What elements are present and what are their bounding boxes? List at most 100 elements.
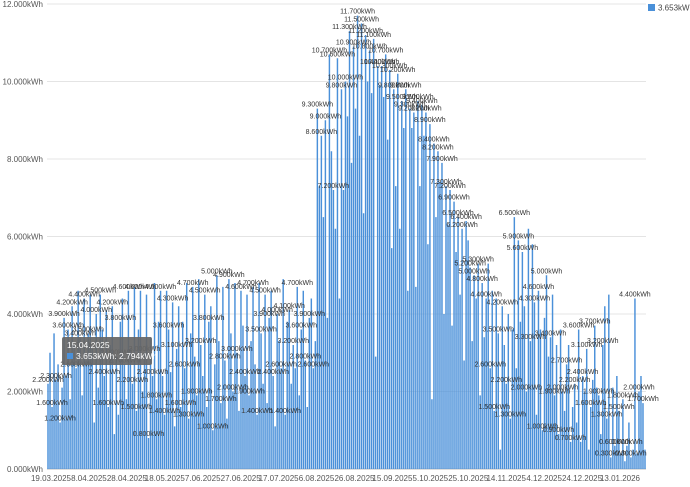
bar[interactable]: [622, 399, 624, 469]
bar[interactable]: [151, 376, 154, 469]
bar[interactable]: [133, 286, 136, 469]
bar[interactable]: [153, 283, 156, 469]
bar[interactable]: [113, 434, 116, 469]
bar[interactable]: [469, 267, 471, 470]
bar[interactable]: [610, 457, 612, 469]
bar[interactable]: [67, 329, 69, 470]
bar[interactable]: [228, 279, 230, 469]
bar[interactable]: [602, 345, 604, 469]
bar[interactable]: [139, 290, 142, 469]
bar[interactable]: [463, 360, 465, 470]
bar[interactable]: [362, 213, 365, 469]
bar[interactable]: [356, 15, 359, 469]
bar[interactable]: [230, 333, 232, 469]
bar[interactable]: [129, 348, 132, 469]
bar[interactable]: [175, 348, 178, 469]
bar[interactable]: [69, 399, 71, 469]
bar[interactable]: [551, 294, 554, 469]
bar[interactable]: [358, 135, 361, 469]
bar[interactable]: [521, 252, 524, 469]
bar[interactable]: [401, 100, 403, 469]
bar[interactable]: [248, 395, 250, 469]
bar[interactable]: [192, 286, 194, 469]
bar[interactable]: [471, 341, 473, 469]
bar[interactable]: [137, 329, 140, 470]
bar[interactable]: [145, 294, 148, 469]
bar[interactable]: [491, 290, 493, 469]
bar[interactable]: [240, 290, 242, 469]
bar[interactable]: [600, 434, 602, 469]
bar[interactable]: [244, 376, 246, 469]
bar[interactable]: [429, 124, 431, 469]
bar[interactable]: [55, 379, 57, 469]
bar[interactable]: [320, 135, 323, 469]
bar[interactable]: [477, 263, 479, 469]
bar[interactable]: [612, 387, 614, 469]
bar[interactable]: [318, 186, 321, 469]
bar[interactable]: [127, 290, 130, 469]
bar[interactable]: [57, 364, 59, 469]
bar[interactable]: [274, 426, 276, 469]
bar[interactable]: [270, 290, 272, 469]
bar[interactable]: [342, 190, 345, 469]
bar[interactable]: [208, 321, 210, 469]
bar[interactable]: [616, 376, 618, 469]
bar[interactable]: [340, 89, 343, 469]
bar[interactable]: [105, 310, 108, 469]
bar[interactable]: [543, 317, 546, 469]
bar[interactable]: [179, 407, 182, 469]
bar[interactable]: [455, 252, 457, 469]
bar[interactable]: [286, 321, 288, 469]
bar[interactable]: [304, 360, 307, 470]
bar[interactable]: [73, 345, 75, 469]
bar[interactable]: [121, 298, 124, 470]
bar[interactable]: [200, 345, 202, 469]
bar[interactable]: [555, 345, 558, 469]
bar[interactable]: [497, 333, 499, 469]
bar[interactable]: [157, 321, 160, 469]
bar[interactable]: [531, 244, 534, 469]
bar[interactable]: [443, 314, 445, 469]
bar[interactable]: [189, 333, 192, 469]
bar[interactable]: [218, 341, 220, 469]
bar[interactable]: [324, 120, 327, 469]
bar[interactable]: [71, 306, 73, 469]
bar[interactable]: [308, 317, 311, 469]
bar[interactable]: [598, 395, 600, 469]
bar[interactable]: [380, 66, 383, 469]
bar[interactable]: [415, 286, 417, 469]
legend[interactable]: 3.653kWh: [648, 4, 690, 13]
bar[interactable]: [119, 321, 122, 469]
bar[interactable]: [585, 348, 588, 469]
bar[interactable]: [483, 337, 485, 469]
bar[interactable]: [630, 457, 632, 469]
bar[interactable]: [441, 162, 443, 469]
bar[interactable]: [89, 294, 91, 469]
bar[interactable]: [212, 430, 214, 469]
bar[interactable]: [527, 228, 530, 469]
bar[interactable]: [288, 310, 290, 469]
bar[interactable]: [399, 228, 401, 469]
bar[interactable]: [378, 85, 381, 469]
bar[interactable]: [187, 418, 190, 469]
bar[interactable]: [481, 283, 483, 469]
bar[interactable]: [194, 356, 196, 469]
bar[interactable]: [310, 298, 313, 470]
bar[interactable]: [222, 286, 224, 469]
bar[interactable]: [236, 352, 238, 469]
bar[interactable]: [421, 104, 423, 469]
bar[interactable]: [348, 31, 351, 469]
bar[interactable]: [447, 224, 449, 469]
bar[interactable]: [135, 410, 138, 469]
bar[interactable]: [549, 337, 552, 469]
bar[interactable]: [298, 395, 300, 469]
bar[interactable]: [99, 294, 101, 469]
bar[interactable]: [91, 348, 93, 469]
bar[interactable]: [216, 275, 218, 469]
bar[interactable]: [445, 186, 447, 469]
bar[interactable]: [427, 244, 429, 469]
bar[interactable]: [256, 414, 258, 469]
bar[interactable]: [198, 279, 200, 469]
bar[interactable]: [453, 201, 455, 469]
bar[interactable]: [604, 306, 606, 469]
